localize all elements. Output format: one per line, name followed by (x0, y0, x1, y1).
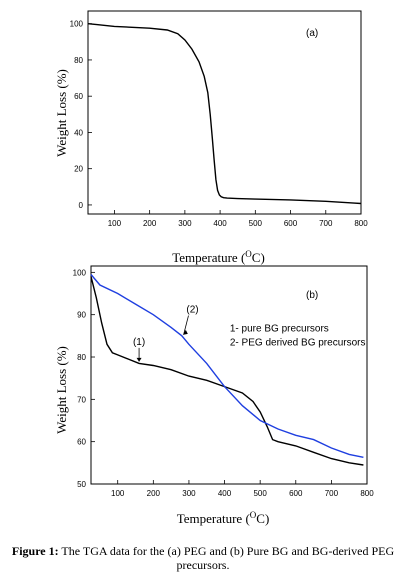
panel-b-xtick-label: 800 (360, 489, 374, 498)
panel-b-ytick-label: 80 (77, 353, 86, 362)
panel-b-xtick-label: 500 (253, 489, 267, 498)
panel-b-ylabel: Weight Loss (%) (54, 346, 69, 434)
annotation-1: (1) (133, 337, 145, 348)
panel-a-xtick-label: 700 (319, 219, 333, 228)
panel-b-xtick-label: 300 (182, 489, 196, 498)
panel-b-ytick-label: 90 (77, 311, 86, 320)
panel-a-ytick-label: 40 (74, 128, 83, 137)
caption-prefix: Figure 1: (11, 544, 59, 558)
panel-b-series-2-line (90, 274, 364, 458)
annotation-2-arrowhead (182, 329, 188, 335)
panel-b-ytick-label: 100 (73, 268, 87, 277)
panel-b-ytick-label: 60 (77, 438, 86, 447)
figure-caption: Figure 1: The TGA data for the (a) PEG a… (4, 544, 402, 572)
panel-b-xtick-label: 400 (218, 489, 232, 498)
panel-a-frame (87, 10, 362, 215)
panel-b-frame (90, 265, 368, 485)
panel-a-xtick-label: 500 (249, 219, 263, 228)
panel-a-xtick-label: 400 (213, 219, 227, 228)
panel-b-xtick-label: 700 (325, 489, 339, 498)
panel-a-ytick-label: 100 (70, 20, 84, 29)
panel-a-ytick-label: 20 (74, 165, 83, 174)
caption-text: The TGA data for the (a) PEG and (b) Pur… (58, 544, 395, 572)
panel-a-xtick-label: 100 (108, 219, 122, 228)
panel-b-ytick-label: 50 (77, 480, 86, 489)
panel-b-xtick-label: 100 (111, 489, 125, 498)
panel-b-label: (b) (306, 290, 318, 301)
panel-a-ytick-label: 80 (74, 56, 83, 65)
panel-a-xtick-label: 200 (143, 219, 157, 228)
legend-line-2: 2- PEG derived BG precursors (230, 338, 366, 349)
panel-a-ytick-label: 0 (79, 201, 84, 210)
panel-b-xlabel: Temperature (OC) (177, 510, 270, 526)
legend-line-1: 1- pure BG precursors (230, 324, 329, 335)
panel-b-series-1-line (90, 276, 364, 466)
panel-b-xtick-label: 600 (289, 489, 303, 498)
panel-a-ytick-label: 60 (74, 92, 83, 101)
panel-a-label: (a) (306, 28, 318, 39)
panel-a-xlabel: Temperature (OC) (172, 249, 265, 265)
annotation-1-arrowhead (136, 357, 142, 362)
panel-a-xtick-label: 800 (354, 219, 368, 228)
panel-b-ytick-label: 70 (77, 395, 86, 404)
annotation-2-arrow (183, 315, 189, 334)
panel-a-xtick-label: 300 (178, 219, 192, 228)
panel-a-series-1-line (87, 23, 362, 205)
annotation-2: (2) (186, 305, 198, 316)
panel-a-ylabel: Weight Loss (%) (54, 69, 69, 157)
panel-b-xtick-label: 200 (147, 489, 161, 498)
panel-a-xtick-label: 600 (284, 219, 298, 228)
